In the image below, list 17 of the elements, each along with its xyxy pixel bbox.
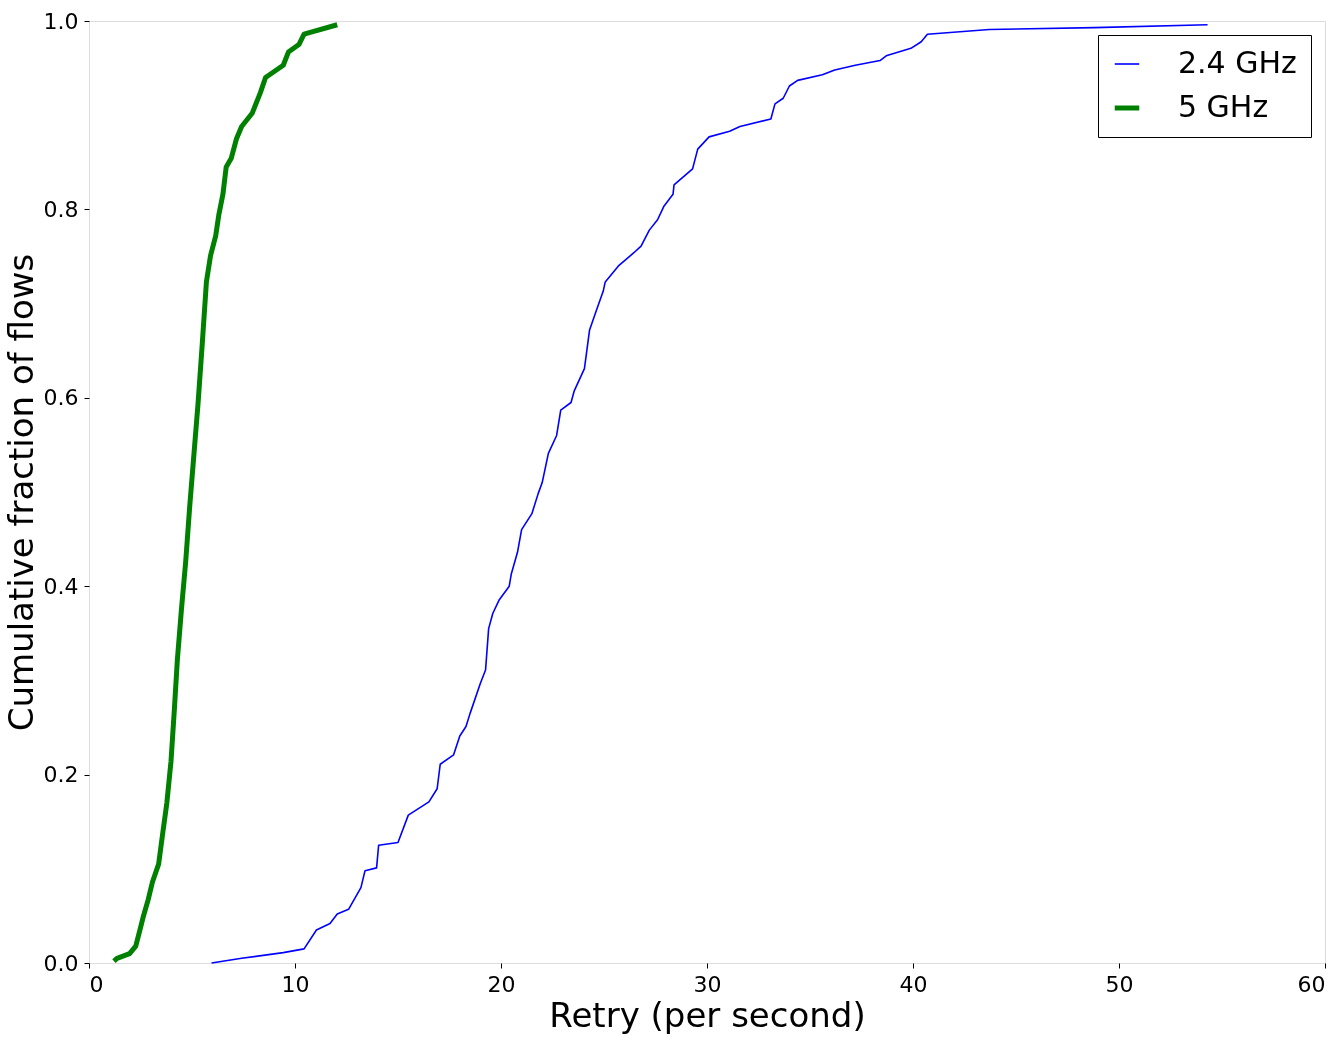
x-tick-label: 10 [281,971,310,997]
legend-label: 2.4 GHz [1178,45,1297,80]
y-tick-label: 0.6 [43,385,79,411]
y-tick-label: 1.0 [43,8,79,34]
x-tick-label: 30 [693,971,722,997]
legend-label: 5 GHz [1178,89,1269,124]
x-tick-label: 60 [1297,971,1326,997]
x-axis-title: Retry (per second) [549,994,866,1035]
x-tick-label: 20 [487,971,516,997]
y-tick-label: 0.8 [43,196,79,222]
y-tick-label: 0.4 [43,573,79,599]
y-tick-label: 0.2 [43,762,79,788]
x-tick-label: 0 [89,971,104,997]
y-tick-label: 0.0 [43,950,79,976]
x-tick-label: 50 [1105,971,1134,997]
x-tick-label: 40 [899,971,928,997]
y-axis-title: Cumulative fraction of flows [0,253,41,732]
